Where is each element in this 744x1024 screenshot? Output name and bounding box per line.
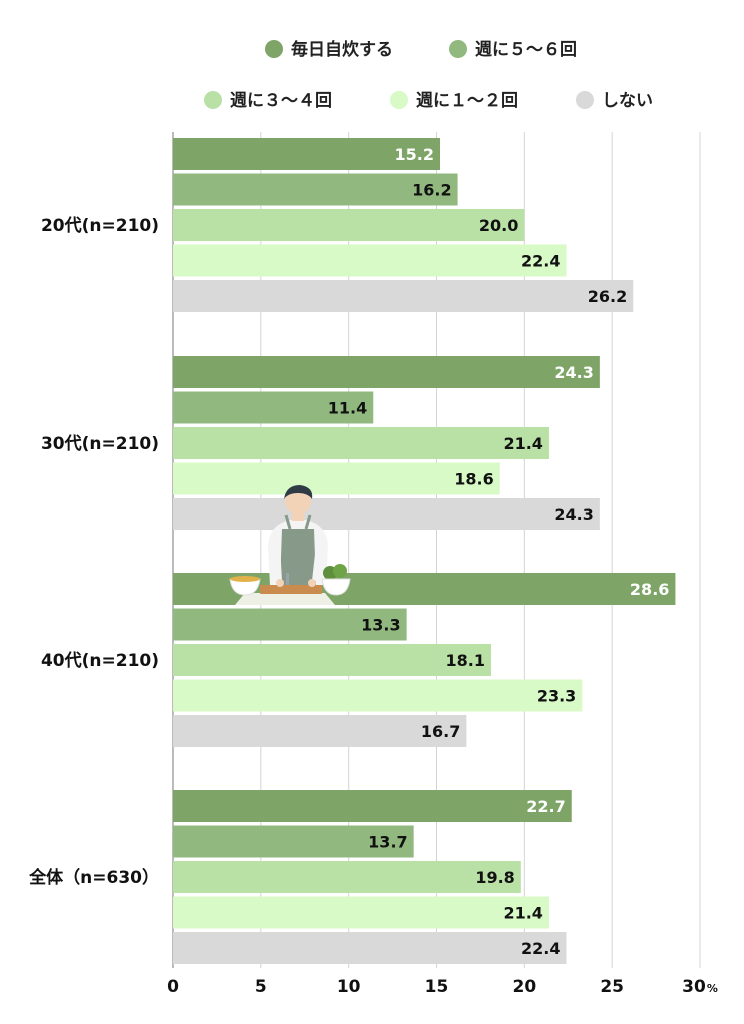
legend-label: 週に５～６回 — [475, 40, 577, 60]
bar — [173, 280, 634, 312]
bar-value-label: 18.6 — [454, 470, 493, 489]
bar — [173, 462, 500, 495]
bar-value-label: 22.4 — [521, 939, 560, 958]
bar — [173, 825, 414, 858]
x-tick-label: 15 — [425, 977, 449, 997]
legend-swatch — [265, 40, 283, 58]
cooking-person-icon — [229, 485, 351, 605]
bar-value-label: 15.2 — [395, 145, 434, 164]
legend-swatch — [576, 91, 594, 109]
bar-value-label: 16.2 — [412, 181, 451, 200]
bar-value-label: 22.7 — [526, 797, 565, 816]
legend-label: 週に１～２回 — [416, 91, 518, 111]
legend-swatch — [204, 91, 222, 109]
bar — [173, 644, 491, 676]
bar-value-label: 26.2 — [588, 287, 627, 306]
bar — [173, 356, 600, 388]
legend-label: 週に３～４回 — [230, 91, 332, 111]
x-tick-label: 30% — [682, 977, 718, 997]
category-label: 全体（n=630） — [28, 867, 159, 888]
legend-label: しない — [602, 91, 653, 111]
bar — [173, 608, 407, 641]
legend-swatch — [449, 40, 467, 58]
legend-label: 毎日自炊する — [291, 39, 393, 60]
bar — [173, 861, 521, 893]
bar-value-label: 20.0 — [479, 216, 518, 235]
bar — [173, 498, 600, 530]
bar-value-label: 11.4 — [328, 399, 367, 418]
x-tick-label: 10 — [337, 977, 361, 997]
bar — [173, 679, 583, 712]
bar-value-label: 24.3 — [554, 505, 593, 524]
x-tick-label: 0 — [167, 977, 179, 997]
bar-value-label: 13.7 — [368, 833, 407, 852]
bars: 20代(n=210)15.216.220.022.426.230代(n=210)… — [28, 138, 676, 964]
category-label: 20代(n=210) — [41, 215, 159, 236]
x-tick-label: 20 — [512, 977, 536, 997]
grid: 0 5 10 15 20 25 30% — [167, 132, 718, 997]
bar — [173, 896, 549, 929]
category-label: 30代(n=210) — [41, 433, 159, 454]
bar — [173, 391, 374, 424]
x-tick-label: 5 — [255, 977, 267, 997]
bar-value-label: 23.3 — [537, 687, 576, 706]
bar — [173, 790, 572, 822]
bar-value-label: 28.6 — [630, 580, 669, 599]
bar — [173, 932, 567, 964]
bar — [173, 209, 525, 241]
bar-value-label: 19.8 — [475, 868, 514, 887]
category-label: 40代(n=210) — [41, 650, 159, 671]
bar-value-label: 22.4 — [521, 252, 560, 271]
legend-swatch — [390, 91, 408, 109]
bar-value-label: 24.3 — [554, 363, 593, 382]
bar — [173, 138, 441, 170]
bar-value-label: 18.1 — [445, 651, 484, 670]
bar — [173, 715, 467, 747]
bar-value-label: 21.4 — [503, 434, 542, 453]
bar — [173, 244, 567, 277]
x-unit-label: % — [707, 982, 718, 995]
bar-value-label: 13.3 — [361, 616, 400, 635]
bar — [173, 427, 549, 459]
bar-value-label: 21.4 — [503, 904, 542, 923]
x-tick-label: 25 — [600, 977, 624, 997]
bar — [173, 173, 458, 206]
bar-value-label: 16.7 — [421, 722, 460, 741]
